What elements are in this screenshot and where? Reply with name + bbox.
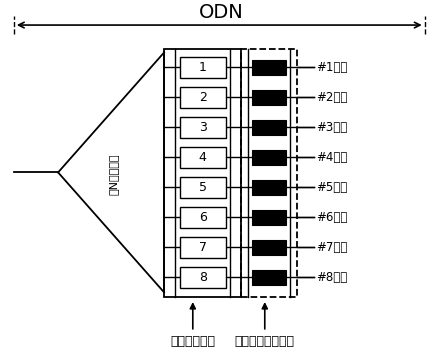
Text: 5: 5: [199, 181, 207, 194]
Text: 第N级分光器: 第N级分光器: [108, 153, 118, 195]
Text: 第一光滤波器: 第一光滤波器: [170, 335, 215, 348]
Text: #2端口: #2端口: [316, 91, 348, 104]
Text: 2: 2: [199, 91, 207, 104]
Bar: [253, 120, 286, 134]
Bar: [179, 267, 226, 288]
Text: #6端口: #6端口: [316, 211, 348, 224]
Text: ODN: ODN: [199, 3, 244, 22]
Text: #7端口: #7端口: [316, 241, 348, 254]
Bar: [253, 210, 286, 225]
Text: 8: 8: [199, 271, 207, 284]
Text: 6: 6: [199, 211, 207, 224]
Bar: [253, 150, 286, 164]
Text: 1: 1: [199, 61, 207, 74]
Bar: [253, 270, 286, 285]
Bar: [253, 240, 286, 255]
Bar: [179, 177, 226, 198]
Bar: [253, 180, 286, 195]
Bar: [179, 207, 226, 228]
Bar: [179, 87, 226, 108]
Text: 3: 3: [199, 121, 207, 134]
Text: #4端口: #4端口: [316, 151, 348, 164]
Text: #3端口: #3端口: [316, 121, 348, 134]
Text: 4: 4: [199, 151, 207, 164]
Text: #8端口: #8端口: [316, 271, 348, 284]
Bar: [179, 57, 226, 78]
Bar: [179, 147, 226, 168]
Bar: [179, 117, 226, 138]
Text: #1端口: #1端口: [316, 61, 348, 74]
Text: #5端口: #5端口: [316, 181, 348, 194]
Bar: [253, 90, 286, 104]
Bar: [179, 237, 226, 258]
Text: 第一功率变化组件: 第一功率变化组件: [235, 335, 295, 348]
Bar: [253, 60, 286, 74]
Text: 7: 7: [199, 241, 207, 254]
